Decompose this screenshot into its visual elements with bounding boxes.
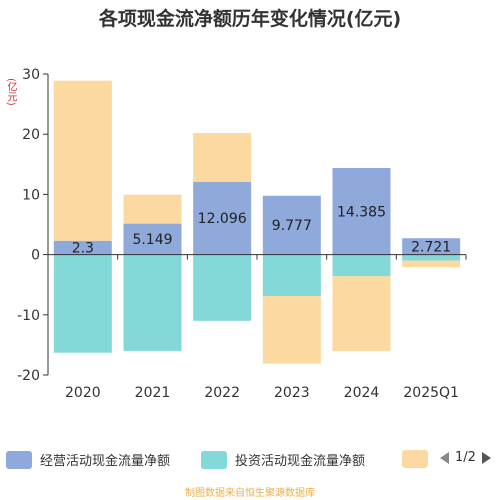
bar-series3-2025Q1 (402, 260, 461, 268)
legend-swatch-financing (402, 450, 428, 468)
bar-series1-2020 (53, 240, 112, 255)
legend-item-financing[interactable] (402, 450, 428, 468)
y-tick-label: 30 (22, 67, 40, 83)
bar-series2-2020 (53, 254, 112, 353)
next-page-icon[interactable] (481, 451, 491, 464)
data-label-2021: 5.149 (132, 232, 172, 248)
x-tick-label: 2022 (204, 385, 240, 401)
legend: 经营活动现金流量净额 投资活动现金流量净额 1/2 (0, 448, 500, 474)
data-label-2024: 14.385 (337, 204, 386, 220)
bar-series2-2025Q1 (402, 254, 461, 261)
bar-series1-2021 (123, 223, 182, 255)
x-tick-label: 2020 (65, 385, 101, 401)
data-label-2020: 2.3 (72, 241, 94, 257)
legend-label-operating: 经营活动现金流量净额 (40, 454, 171, 469)
bar-series3-2020 (53, 80, 112, 241)
y-axis-unit: (亿元) (5, 78, 16, 106)
bar-series3-2021 (123, 194, 182, 224)
y-tick-label: 0 (31, 248, 40, 264)
legend-swatch-investing (201, 450, 227, 469)
data-label-2025Q1: 2.721 (411, 239, 451, 255)
legend-pager: 1/2 (440, 450, 491, 465)
bar-series1-2025Q1 (402, 238, 461, 255)
y-tick-label: -10 (17, 308, 40, 324)
chart-title: 各项现金流净额历年变化情况(亿元) (98, 8, 402, 30)
bar-series2-2024 (332, 254, 391, 277)
bar-series2-2022 (193, 254, 252, 321)
bar-series3-2022 (193, 133, 252, 182)
bar-series1-2022 (193, 181, 252, 255)
bar-series3-2024 (332, 276, 391, 351)
previous-page-icon[interactable] (440, 451, 449, 464)
stacked-bar-chart: -20 -10 0 10 20 30 2.3 5.149 12.096 9.777 14.385 2.… (17, 67, 467, 401)
data-label-2022: 12.096 (198, 211, 247, 227)
data-source-note: 制图数据来自恒生聚源数据库 (185, 488, 315, 499)
x-tick-label: 2021 (135, 385, 171, 401)
legend-item-investing[interactable]: 投资活动现金流量净额 (201, 450, 365, 469)
y-tick-label: 20 (22, 127, 40, 143)
bar-series2-2023 (262, 254, 321, 297)
y-tick-label: 10 (22, 187, 40, 203)
bar-series1-2024 (332, 168, 391, 255)
bar-series2-2021 (123, 254, 182, 351)
x-tick-label: 2025Q1 (403, 385, 459, 401)
legend-page-indicator: 1/2 (455, 450, 476, 465)
legend-swatch-operating (6, 450, 32, 469)
legend-label-investing: 投资活动现金流量净额 (235, 454, 366, 469)
y-tick-label: -20 (17, 368, 40, 384)
data-label-2023: 9.777 (272, 218, 312, 234)
bar-series1-2023 (262, 195, 321, 255)
legend-item-operating[interactable]: 经营活动现金流量净额 (6, 450, 170, 469)
bar-series3-2023 (262, 296, 321, 364)
x-tick-label: 2024 (344, 385, 380, 401)
x-tick-label: 2023 (274, 385, 310, 401)
